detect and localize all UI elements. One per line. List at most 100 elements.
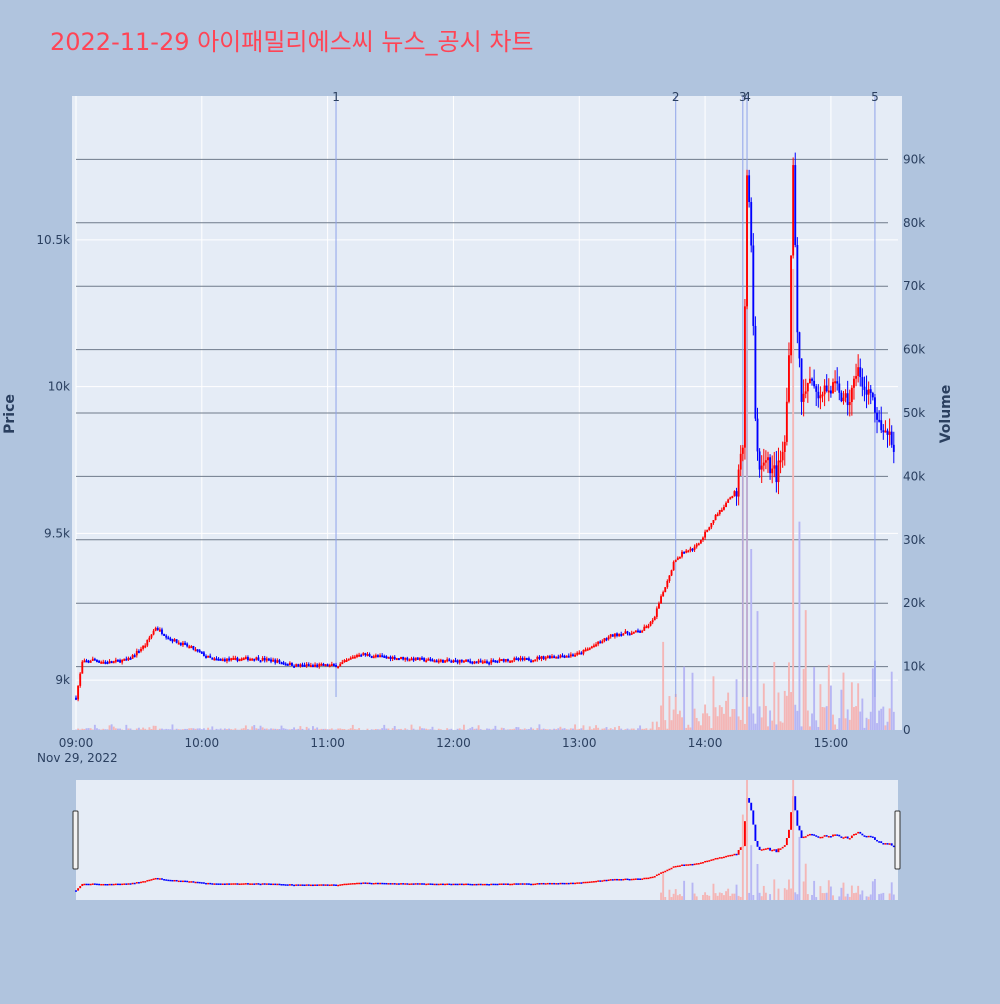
volume-bar <box>476 729 478 730</box>
candle-body <box>618 634 620 636</box>
volume-bar <box>371 729 373 730</box>
volume-bar <box>459 728 461 730</box>
slider-candle <box>234 883 236 885</box>
volume-bar <box>851 682 853 730</box>
slider-volume-bar <box>830 887 832 900</box>
y-left-tick-label: 9.5k <box>44 526 70 540</box>
volume-bar <box>725 701 727 730</box>
slider-candle <box>329 885 331 887</box>
volume-bar <box>666 729 668 730</box>
volume-bar <box>255 728 257 730</box>
slider-candle <box>840 836 842 838</box>
candle-body <box>507 659 509 661</box>
volume-bar <box>713 676 715 730</box>
volume-bar <box>868 719 870 730</box>
candle-body <box>650 622 652 626</box>
slider-candle <box>530 884 532 886</box>
volume-bar <box>392 728 394 730</box>
slider-volume-bar <box>683 881 685 900</box>
candle-body <box>637 631 639 633</box>
rangeslider-left-handle[interactable] <box>73 811 78 869</box>
volume-bar <box>283 728 285 730</box>
candle-body <box>522 658 524 660</box>
volume-bar <box>486 728 488 730</box>
candle-body <box>543 656 545 659</box>
volume-bar <box>750 549 752 730</box>
slider-candle <box>878 841 880 843</box>
slider-candle <box>350 883 352 885</box>
volume-bar <box>694 709 696 730</box>
slider-candle <box>276 884 278 886</box>
candle-body <box>767 457 769 460</box>
news-marker-label-4[interactable]: 4 <box>743 90 751 104</box>
candle-body <box>849 402 851 405</box>
slider-candle <box>352 883 354 885</box>
slider-candle <box>354 883 356 885</box>
candle-body <box>893 445 895 452</box>
slider-candle <box>406 883 408 885</box>
candle-body <box>341 662 343 664</box>
slider-candle <box>564 883 566 885</box>
slider-candle <box>408 884 410 886</box>
candle-body <box>302 664 304 666</box>
slider-candle <box>369 883 371 885</box>
slider-candle <box>213 883 215 885</box>
slider-candle <box>811 834 813 836</box>
volume-bar <box>140 729 142 730</box>
slider-candle <box>130 883 132 885</box>
volume-bar <box>893 712 895 730</box>
candle-body <box>553 656 555 658</box>
news-marker-label-2[interactable]: 2 <box>672 90 680 104</box>
slider-candle <box>511 884 513 886</box>
slider-candle <box>190 881 192 883</box>
slider-candle <box>478 884 480 886</box>
candle-body <box>874 397 876 412</box>
slider-candle <box>589 881 591 883</box>
news-marker-label-1[interactable]: 1 <box>332 90 340 104</box>
volume-bar <box>260 726 262 730</box>
volume-bar <box>822 707 824 730</box>
volume-bar <box>446 728 448 730</box>
volume-bar <box>589 726 591 730</box>
slider-candle <box>637 878 639 880</box>
volume-bar <box>843 673 845 730</box>
candle-body <box>639 631 641 633</box>
slider-volume-bar <box>731 894 733 900</box>
candle-body <box>492 660 494 662</box>
volume-bar <box>228 729 230 730</box>
volume-bar <box>492 729 494 730</box>
slider-candle <box>83 884 85 886</box>
slider-candle <box>377 883 379 885</box>
slider-candle <box>94 883 96 885</box>
slider-candle <box>314 884 316 886</box>
slider-candle <box>893 846 895 848</box>
candle-body <box>469 661 471 663</box>
volume-bar <box>190 728 192 730</box>
candle-body <box>731 496 733 498</box>
slider-candle <box>140 882 142 884</box>
rangeslider-right-handle[interactable] <box>895 811 900 869</box>
slider-candle <box>356 883 358 885</box>
candle-body <box>304 665 306 667</box>
candle-body <box>123 659 125 661</box>
slider-candle <box>532 884 534 886</box>
candle-body <box>759 451 761 469</box>
news-marker-label-5[interactable]: 5 <box>871 90 879 104</box>
candle-body <box>828 390 830 392</box>
candle-body <box>144 646 146 648</box>
volume-bar <box>719 705 721 730</box>
slider-candle <box>343 884 345 886</box>
slider-candle <box>627 879 629 881</box>
volume-bar <box>272 729 274 730</box>
volume-bar <box>687 725 689 730</box>
slider-volume-bar <box>874 879 876 900</box>
volume-bar <box>759 706 761 730</box>
volume-bar <box>111 724 113 730</box>
slider-candle <box>419 883 421 885</box>
volume-bar <box>511 729 513 730</box>
slider-candle <box>675 866 677 868</box>
candle-body <box>203 652 205 656</box>
volume-bar <box>782 723 784 730</box>
candle-body <box>815 386 817 392</box>
candle-body <box>748 175 750 202</box>
